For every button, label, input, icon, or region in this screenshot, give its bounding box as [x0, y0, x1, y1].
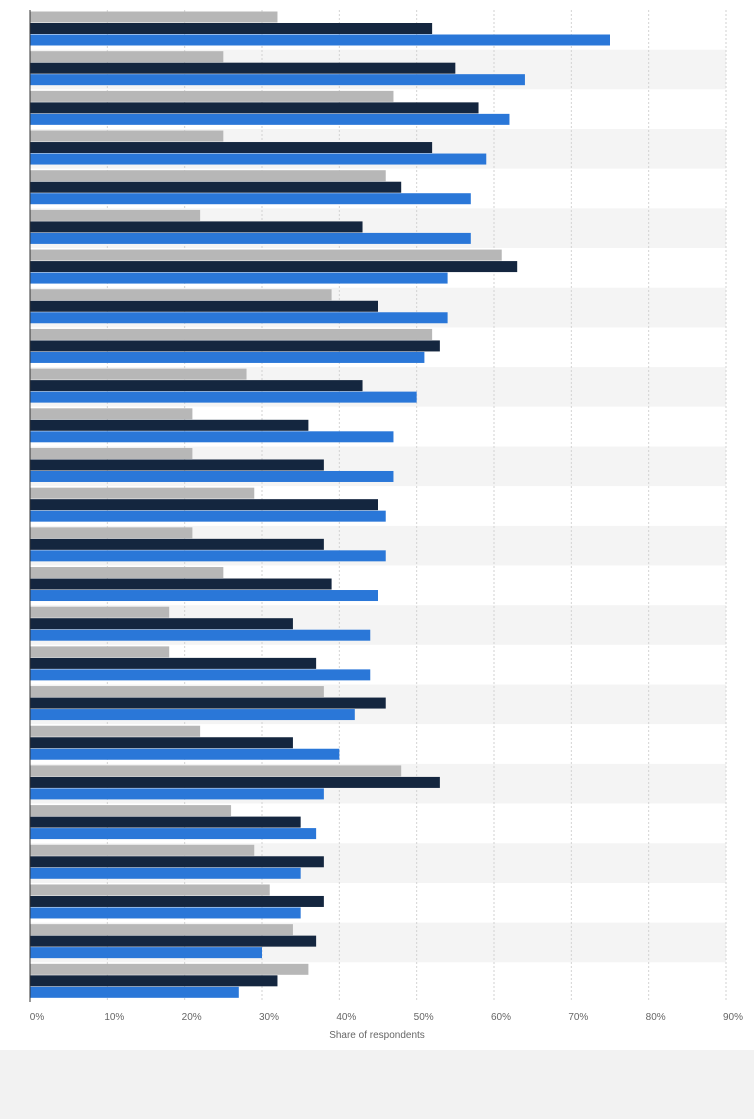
bar-series-1 — [30, 527, 193, 539]
bar-series-1 — [30, 487, 255, 499]
bar-series-3 — [30, 312, 448, 324]
bar-series-1 — [30, 844, 255, 856]
bar-series-1 — [30, 51, 224, 63]
x-tick-label: 90% — [723, 1012, 743, 1023]
x-tick-label: 60% — [491, 1012, 511, 1023]
bar-series-2 — [30, 816, 301, 828]
bar-series-2 — [30, 340, 440, 352]
bar-series-2 — [30, 578, 332, 590]
x-tick-label: 0% — [30, 1012, 45, 1023]
x-axis-title: Share of respondents — [329, 1030, 425, 1041]
bar-series-3 — [30, 34, 610, 46]
bar-series-2 — [30, 142, 433, 154]
bar-series-3 — [30, 986, 239, 998]
bar-series-3 — [30, 232, 471, 244]
bar-series-2 — [30, 538, 324, 550]
bar-series-1 — [30, 765, 402, 777]
bar-series-1 — [30, 646, 170, 658]
bar-series-2 — [30, 737, 293, 749]
bar-series-2 — [30, 221, 363, 233]
bar-series-3 — [30, 669, 371, 681]
bar-series-1 — [30, 924, 293, 936]
bar-series-1 — [30, 328, 433, 340]
bar-series-1 — [30, 805, 232, 817]
bar-series-3 — [30, 709, 355, 721]
bar-series-2 — [30, 499, 378, 511]
x-tick-label: 80% — [646, 1012, 666, 1023]
bar-series-1 — [30, 963, 309, 975]
bar-series-2 — [30, 697, 386, 709]
bar-series-1 — [30, 368, 247, 380]
bar-series-1 — [30, 249, 502, 261]
bar-series-3 — [30, 788, 324, 800]
bar-series-3 — [30, 510, 386, 522]
bar-series-3 — [30, 550, 386, 562]
bar-series-3 — [30, 947, 262, 959]
bar-series-1 — [30, 725, 201, 737]
bar-series-2 — [30, 300, 378, 312]
bar-series-3 — [30, 391, 417, 403]
x-tick-label: 10% — [104, 1012, 124, 1023]
bar-series-2 — [30, 181, 402, 193]
bar-series-1 — [30, 567, 224, 579]
bar-series-3 — [30, 828, 317, 840]
bar-series-3 — [30, 272, 448, 284]
bar-series-3 — [30, 113, 510, 125]
bar-series-2 — [30, 62, 456, 74]
bar-series-1 — [30, 90, 394, 102]
x-tick-label: 70% — [568, 1012, 588, 1023]
bar-series-3 — [30, 351, 425, 363]
bar-series-3 — [30, 153, 487, 165]
bar-series-1 — [30, 408, 193, 420]
bar-series-1 — [30, 170, 386, 182]
bar-series-3 — [30, 193, 471, 205]
bar-series-2 — [30, 975, 278, 987]
x-tick-label: 20% — [182, 1012, 202, 1023]
bar-series-3 — [30, 748, 340, 760]
x-tick-label: 30% — [259, 1012, 279, 1023]
bar-series-2 — [30, 261, 518, 273]
bar-series-3 — [30, 907, 301, 919]
bars — [30, 11, 610, 998]
x-axis-ticks: 0% 10% 20% 30% 40% 50% 60% 70% 80% 90% — [30, 1012, 743, 1023]
bar-series-3 — [30, 470, 394, 482]
bar-series-3 — [30, 629, 371, 641]
bar-series-2 — [30, 657, 317, 669]
chart-container: 0% 10% 20% 30% 40% 50% 60% 70% 80% 90% Share of r… — [0, 0, 754, 1050]
bar-series-2 — [30, 459, 324, 471]
bar-series-1 — [30, 686, 324, 698]
bar-series-1 — [30, 289, 332, 301]
bar-series-3 — [30, 431, 394, 443]
bar-series-1 — [30, 606, 170, 618]
bar-series-3 — [30, 867, 301, 879]
bar-series-1 — [30, 11, 278, 23]
bar-series-2 — [30, 776, 440, 788]
bar-series-2 — [30, 102, 479, 114]
bar-series-2 — [30, 380, 363, 392]
x-tick-label: 50% — [414, 1012, 434, 1023]
bar-series-1 — [30, 884, 270, 896]
bar-series-1 — [30, 209, 201, 221]
bar-series-2 — [30, 935, 317, 947]
bar-chart: 0% 10% 20% 30% 40% 50% 60% 70% 80% 90% Share of r… — [29, 10, 743, 1041]
bar-series-3 — [30, 74, 525, 86]
bar-series-2 — [30, 23, 433, 34]
bar-series-1 — [30, 130, 224, 142]
bar-series-2 — [30, 618, 293, 630]
x-tick-label: 40% — [336, 1012, 356, 1023]
bar-series-2 — [30, 856, 324, 868]
bar-series-2 — [30, 895, 324, 907]
bar-series-1 — [30, 447, 193, 459]
bar-series-2 — [30, 419, 309, 431]
bar-series-3 — [30, 590, 378, 602]
